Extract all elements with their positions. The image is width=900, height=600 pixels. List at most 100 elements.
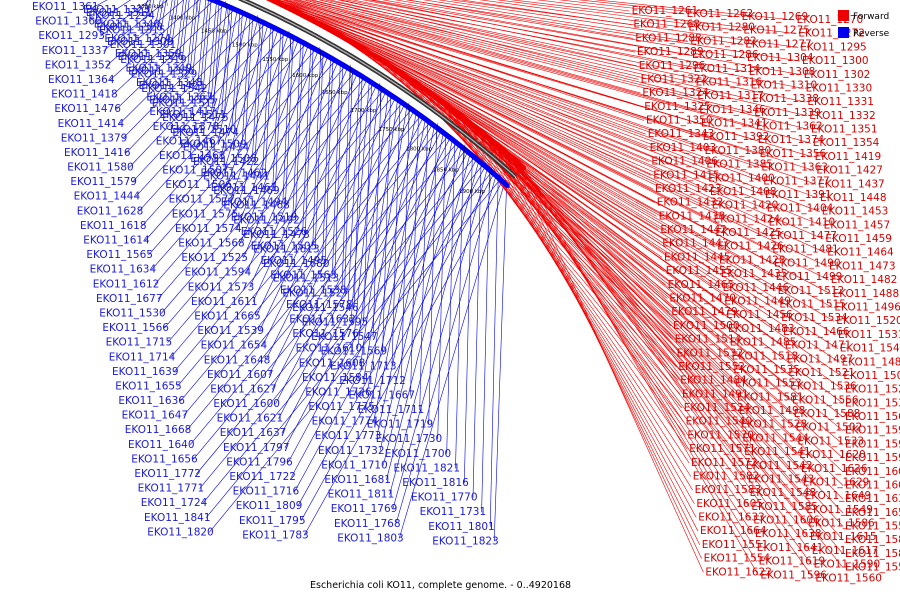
reverse-gene-label: EKO11_1580 bbox=[67, 162, 134, 174]
reverse-gene-label: EKO11_1510 bbox=[170, 124, 237, 136]
reverse-leader-line bbox=[189, 135, 449, 445]
reverse-gene-label: EKO11_1315 bbox=[99, 25, 166, 37]
forward-leader-line bbox=[465, 119, 747, 480]
forward-leader-line bbox=[382, 0, 691, 56]
scale-tick-mark bbox=[488, 166, 493, 192]
reverse-gene-label: EKO11_1444 bbox=[74, 191, 141, 203]
forward-gene-label: EKO11_1585 bbox=[751, 501, 818, 513]
reverse-gene-label: EKO11_1719 bbox=[367, 419, 434, 431]
forward-gene-label: EKO11_1617 bbox=[812, 545, 879, 557]
reverse-gene-label: EKO11_1568 bbox=[178, 238, 245, 250]
reverse-leader-line bbox=[239, 50, 319, 244]
forward-gene-label: EKO11_1664 bbox=[700, 525, 767, 537]
reverse-gene-label: EKO11_1378 bbox=[153, 121, 220, 133]
reverse-gene-label: EKO11_1337 bbox=[42, 45, 109, 57]
forward-leader-line bbox=[459, 0, 632, 25]
reverse-leader-line bbox=[154, 66, 346, 285]
forward-gene-label: EKO11_1269 bbox=[742, 11, 809, 23]
reverse-leader-line bbox=[300, 173, 495, 521]
reverse-leader-line bbox=[221, 7, 230, 116]
forward-leader-line bbox=[312, 20, 769, 237]
reverse-gene-label: EKO11_1618 bbox=[80, 220, 147, 232]
forward-gene-label: EKO11_1459 bbox=[825, 233, 892, 245]
forward-gene-label: EKO11_1339 bbox=[754, 107, 821, 119]
legend: Forward Reverse bbox=[838, 10, 890, 39]
forward-leader-line bbox=[481, 132, 750, 508]
reverse-gene-label: EKO11_1769 bbox=[331, 503, 398, 515]
reverse-leader-line bbox=[160, 0, 167, 31]
reverse-gene-label: EKO11_1364 bbox=[48, 74, 115, 86]
scale-tick-mark bbox=[288, 30, 293, 60]
reverse-gene-label: EKO11_1319 bbox=[120, 54, 187, 66]
reverse-gene-label: EKO11_1710 bbox=[321, 459, 388, 471]
scale-tick-label: 1350 kbp bbox=[138, 4, 164, 10]
legend-forward-swatch bbox=[838, 10, 849, 21]
forward-gene-label: EKO11_1570 bbox=[687, 429, 754, 441]
reverse-leader-line bbox=[366, 112, 417, 393]
reverse-leader-line bbox=[144, 0, 148, 11]
forward-gene-label: EKO11_1551 bbox=[702, 539, 769, 551]
reverse-leader-line bbox=[176, 109, 412, 387]
forward-gene-label: EKO11_1377 bbox=[763, 175, 830, 187]
forward-gene-label: EKO11_1423 bbox=[655, 183, 722, 195]
forward-leader-line bbox=[351, 41, 831, 295]
scale-tick-label: 1450 kbp bbox=[201, 28, 227, 34]
reverse-gene-label: EKO11_1546 bbox=[292, 302, 359, 314]
reverse-gene-label: EKO11_1610 bbox=[296, 343, 363, 355]
forward-gene-label: EKO11_1619 bbox=[759, 556, 826, 568]
forward-gene-label: EKO11_1432 bbox=[657, 197, 724, 209]
backbone-highlight bbox=[241, 0, 517, 178]
reverse-gene-label: EKO11_1513 bbox=[273, 273, 340, 285]
reverse-leader-line bbox=[295, 42, 304, 221]
reverse-gene-label: EKO11_1530 bbox=[99, 308, 166, 320]
forward-gene-label: EKO11_1480 bbox=[842, 356, 900, 368]
forward-gene-label: EKO11_1314 bbox=[694, 63, 761, 75]
reverse-gene-label: EKO11_1418 bbox=[51, 89, 118, 101]
reverse-leader-line bbox=[233, 39, 299, 215]
forward-gene-label: EKO11_1586 bbox=[808, 518, 875, 530]
forward-leader-line bbox=[405, 0, 801, 62]
reverse-leader-line bbox=[472, 162, 482, 498]
reverse-leader-line bbox=[392, 168, 488, 510]
forward-gene-label: EKO11_1385 bbox=[706, 159, 773, 171]
reverse-gene-label: EKO11_1573 bbox=[188, 281, 255, 293]
forward-gene-label: EKO11_1282 bbox=[690, 35, 757, 47]
reverse-leader-line bbox=[220, 19, 259, 156]
forward-gene-label: EKO11_1500 bbox=[673, 320, 740, 332]
forward-gene-label: EKO11_1268 bbox=[633, 19, 700, 31]
reverse-leader-line bbox=[294, 158, 477, 492]
reverse-leader-line bbox=[314, 53, 324, 250]
forward-leader-line bbox=[483, 133, 805, 511]
reverse-gene-label: EKO11_1711 bbox=[358, 404, 425, 416]
forward-gene-label: EKO11_1351 bbox=[811, 124, 878, 136]
reverse-gene-label: EKO11_1495 bbox=[261, 255, 328, 267]
forward-leader-line bbox=[489, 138, 752, 521]
forward-gene-label: EKO11_1442 bbox=[660, 224, 727, 236]
forward-gene-label: EKO11_1606 bbox=[753, 515, 820, 527]
forward-leader-line bbox=[351, 0, 692, 70]
reverse-leader-line bbox=[357, 93, 389, 349]
forward-gene-label: EKO11_1633 bbox=[698, 512, 765, 524]
reverse-gene-label: EKO11_1379 bbox=[61, 132, 128, 144]
reverse-gene-label: EKO11_1525 bbox=[181, 252, 248, 264]
forward-leader-line bbox=[333, 31, 828, 267]
reverse-gene-label: EKO11_1816 bbox=[402, 477, 469, 489]
reverse-gene-label: EKO11_1795 bbox=[239, 515, 306, 527]
reverse-leader-line bbox=[287, 144, 460, 463]
forward-gene-label: EKO11_1391 bbox=[765, 189, 832, 201]
gene-labels: EKO11_1361EKO11_1323EKO11_1311EKO11_1294… bbox=[32, 1, 900, 584]
reverse-gene-label: EKO11_1505 bbox=[251, 241, 318, 253]
reverse-leader-line bbox=[246, 61, 339, 273]
reverse-gene-label: EKO11_1665 bbox=[194, 311, 261, 323]
reverse-gene-label: EKO11_1607 bbox=[207, 369, 274, 381]
forward-leader-line bbox=[522, 167, 814, 579]
forward-leader-line bbox=[496, 0, 742, 31]
reverse-leader-line bbox=[304, 48, 314, 235]
forward-gene-label: EKO11_1289 bbox=[637, 46, 704, 58]
reverse-gene-label: EKO11_1508 bbox=[190, 153, 257, 165]
forward-gene-label: EKO11_1550 bbox=[845, 521, 900, 533]
forward-gene-label: EKO11_1496 bbox=[834, 302, 900, 314]
reverse-leader-line bbox=[207, 1, 217, 98]
reverse-leader-line bbox=[112, 0, 215, 95]
forward-leader-line bbox=[405, 75, 679, 381]
